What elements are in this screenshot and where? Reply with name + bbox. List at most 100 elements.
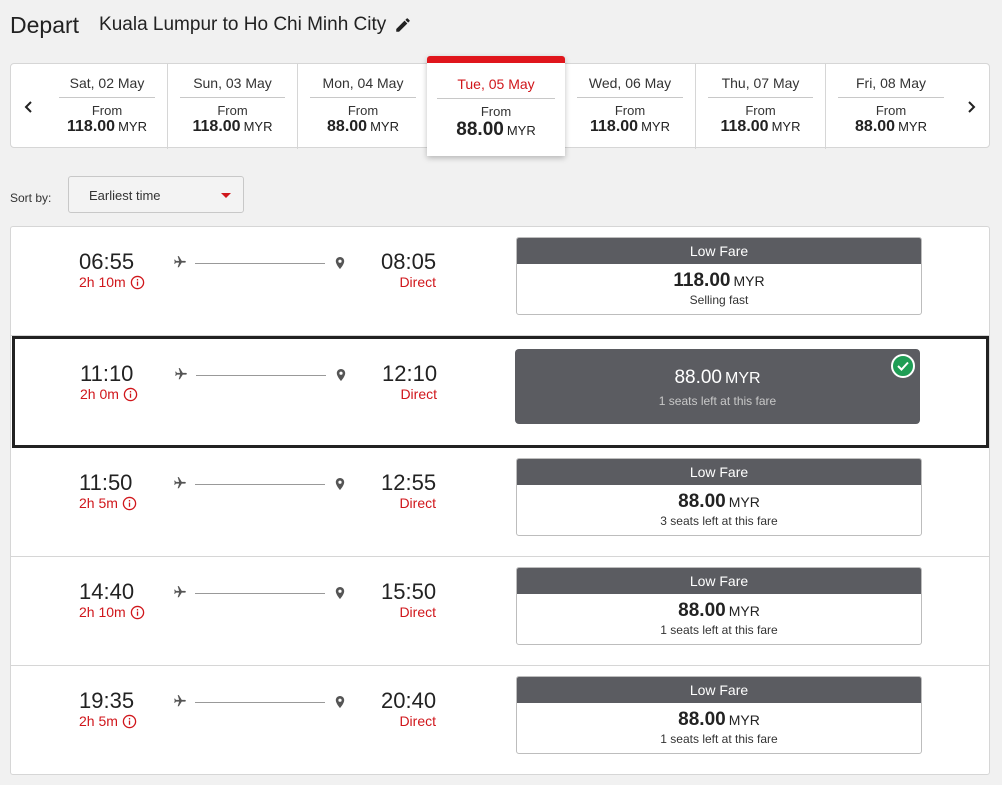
date-option-sat-02-may[interactable]: Sat, 02 May From 118.00 MYR xyxy=(47,64,168,149)
arrival-time: 12:10 xyxy=(382,361,438,386)
date-label: Fri, 08 May xyxy=(855,75,926,91)
info-icon[interactable] xyxy=(130,275,145,290)
currency-label: MYR xyxy=(370,119,399,134)
price-value: 88.00 xyxy=(327,118,368,135)
fare-option-selected[interactable]: 88.00 MYR 1 seats left at this fare xyxy=(515,349,920,424)
from-label: From xyxy=(217,103,248,118)
currency-label: MYR xyxy=(728,494,760,510)
chevron-left-icon[interactable] xyxy=(11,64,47,149)
date-label: Sun, 03 May xyxy=(193,75,272,91)
price-value: 118.00 xyxy=(590,118,639,135)
currency-label: MYR xyxy=(506,123,536,138)
date-option-fri-08-may[interactable]: Fri, 08 May From 88.00 MYR xyxy=(826,64,956,149)
fare-option[interactable]: Low Fare 88.00 MYR 3 seats left at this f… xyxy=(516,458,922,536)
from-label: From xyxy=(745,103,776,118)
price-value: 88.00 xyxy=(456,119,504,140)
currency-label: MYR xyxy=(118,119,147,134)
location-pin-icon xyxy=(335,696,345,709)
flight-row: 19:35 2h 5m 20:40 Direct Low Fare 88.00 M… xyxy=(11,666,989,775)
route-line xyxy=(195,702,325,703)
duration: 2h 5m xyxy=(79,495,137,511)
currency-label: MYR xyxy=(243,119,273,134)
chevron-right-icon[interactable] xyxy=(953,64,989,149)
from-label: From xyxy=(91,103,123,118)
currency-label: MYR xyxy=(733,273,765,289)
divider xyxy=(708,97,813,98)
date-price: 88.00 MYR xyxy=(298,118,428,136)
divider xyxy=(180,97,285,98)
sort-value: Earliest time xyxy=(89,188,161,203)
date-label: Mon, 04 May xyxy=(322,75,404,91)
sort-label: Sort by: xyxy=(10,191,52,205)
plane-icon xyxy=(173,585,187,599)
arrival-time: 20:40 xyxy=(381,688,437,713)
currency-label: MYR xyxy=(728,712,760,728)
date-label: Tue, 05 May xyxy=(457,76,535,92)
info-icon[interactable] xyxy=(122,496,137,511)
date-price: 118.00 MYR xyxy=(47,118,167,136)
divider xyxy=(59,97,155,98)
flight-row: 06:55 2h 10m 08:05 Direct Low Fare 118.0… xyxy=(11,227,989,336)
fare-type-label: Low Fare xyxy=(517,238,921,264)
arrival-time: 08:05 xyxy=(381,249,437,274)
date-price: 118.00 MYR xyxy=(565,118,695,136)
date-label: Wed, 06 May xyxy=(588,75,672,91)
from-label: From xyxy=(614,103,646,118)
date-label: Sat, 02 May xyxy=(69,75,145,91)
stops-label: Direct xyxy=(399,604,436,620)
currency-label: MYR xyxy=(724,370,761,387)
date-option-sun-03-may[interactable]: Sun, 03 May From 118.00 MYR xyxy=(168,64,298,149)
duration: 2h 10m xyxy=(79,604,145,620)
arrival-time: 12:55 xyxy=(381,470,437,495)
fare-option[interactable]: Low Fare 118.00 MYR Selling fast xyxy=(516,237,922,315)
flight-list: 06:55 2h 10m 08:05 Direct Low Fare 118.0… xyxy=(10,226,990,775)
duration-text: 2h 0m xyxy=(80,386,119,402)
location-pin-icon xyxy=(335,587,345,600)
date-price: 88.00 MYR xyxy=(427,119,565,141)
info-icon[interactable] xyxy=(122,714,137,729)
date-option-wed-06-may[interactable]: Wed, 06 May From 118.00 MYR xyxy=(565,64,696,149)
currency-label: MYR xyxy=(641,119,670,134)
pencil-icon[interactable] xyxy=(394,16,412,34)
fare-note: Selling fast xyxy=(689,293,749,307)
currency-label: MYR xyxy=(771,119,801,134)
fare-option[interactable]: Low Fare 88.00 MYR 1 seats left at this f… xyxy=(516,567,922,645)
price-value: 88.00 xyxy=(674,367,722,388)
flight-row: 14:40 2h 10m 15:50 Direct Low Fare 88.00… xyxy=(11,557,989,666)
location-pin-icon xyxy=(336,369,346,382)
duration-text: 2h 10m xyxy=(79,274,126,290)
date-label: Thu, 07 May xyxy=(721,75,800,91)
info-icon[interactable] xyxy=(123,387,138,402)
location-pin-icon xyxy=(335,478,345,491)
fare-type-label: Low Fare xyxy=(517,459,921,485)
date-option-tue-05-may-selected[interactable]: Tue, 05 May From 88.00 MYR xyxy=(427,56,565,156)
price-value: 118.00 xyxy=(720,118,769,135)
duration-text: 2h 5m xyxy=(79,495,118,511)
page-title: Depart xyxy=(10,11,80,38)
fare-option[interactable]: Low Fare 88.00 MYR 1 seats left at this f… xyxy=(516,676,922,754)
departure-time: 06:55 xyxy=(79,249,135,274)
stops-label: Direct xyxy=(399,495,436,511)
route-line xyxy=(195,263,325,264)
divider xyxy=(437,98,555,99)
departure-time: 19:35 xyxy=(79,688,135,713)
stops-label: Direct xyxy=(399,713,436,729)
arrival-time: 15:50 xyxy=(381,579,437,604)
plane-icon xyxy=(173,476,187,490)
fare-note: 1 seats left at this fare xyxy=(658,394,777,408)
fare-price: 88.00 MYR xyxy=(517,491,921,513)
date-option-mon-04-may[interactable]: Mon, 04 May From 88.00 MYR xyxy=(298,64,428,149)
info-icon[interactable] xyxy=(130,605,145,620)
price-value: 88.00 xyxy=(855,118,896,135)
plane-icon xyxy=(174,367,188,381)
fare-note: 3 seats left at this fare xyxy=(660,514,778,528)
from-label: From xyxy=(480,104,512,119)
route-label: Kuala Lumpur to Ho Chi Minh City xyxy=(99,14,387,35)
date-option-thu-07-may[interactable]: Thu, 07 May From 118.00 MYR xyxy=(696,64,826,149)
fare-price: 88.00 MYR xyxy=(515,367,920,389)
divider xyxy=(310,97,416,98)
page-header: Depart Kuala Lumpur to Ho Chi Minh City xyxy=(10,10,412,40)
fare-type-label: Low Fare xyxy=(517,568,921,594)
duration-text: 2h 10m xyxy=(79,604,126,620)
sort-dropdown[interactable]: Earliest time xyxy=(68,176,244,213)
